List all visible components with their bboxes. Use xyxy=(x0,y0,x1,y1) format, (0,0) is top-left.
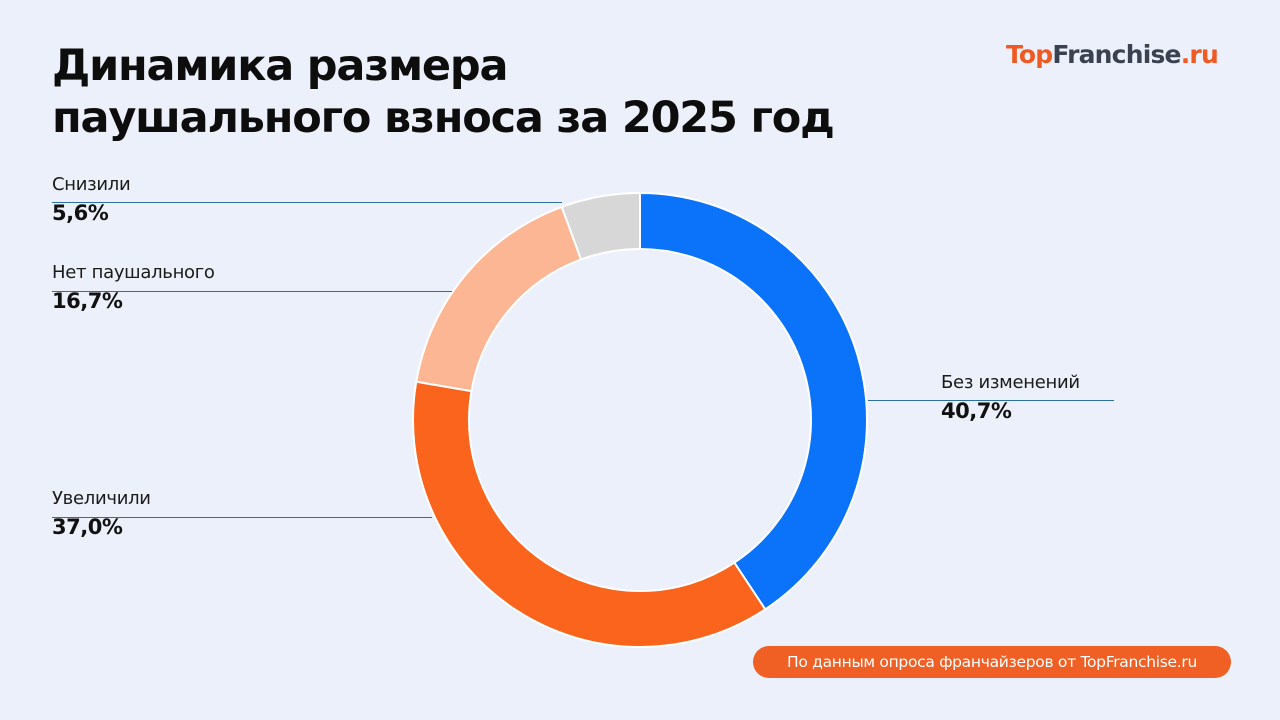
segment-no-fee xyxy=(415,205,583,393)
label-no-change: Без изменений 40,7% xyxy=(941,372,1080,424)
label-value: 5,6% xyxy=(52,201,109,225)
label-name: Снизили xyxy=(52,174,131,195)
label-name: Без изменений xyxy=(941,372,1080,393)
chart-title-line-2: паушального взноса за 2025 год xyxy=(52,93,835,143)
label-name: Увеличили xyxy=(52,488,151,509)
topfranchise-logo: TopFranchise.ru xyxy=(1006,40,1219,69)
segment-increased xyxy=(412,380,767,648)
leader-line-no-change xyxy=(868,400,1114,401)
chart-title: Динамика размера паушального взноса за 2… xyxy=(52,40,835,144)
chart-title-line-1: Динамика размера xyxy=(52,41,508,91)
label-value: 37,0% xyxy=(52,515,123,539)
leader-line-increased xyxy=(52,517,432,518)
segment-decreased xyxy=(560,191,641,261)
label-value: 40,7% xyxy=(941,399,1012,423)
source-badge: По данным опроса франчайзеров от TopFran… xyxy=(753,646,1231,678)
label-value: 16,7% xyxy=(52,289,123,313)
label-no-fee: Нет паушального 16,7% xyxy=(52,262,215,314)
donut-segments xyxy=(412,191,868,648)
label-name: Нет паушального xyxy=(52,262,215,283)
segment-no-change xyxy=(639,191,868,611)
leader-line-no-fee xyxy=(52,291,452,292)
leader-line-decreased xyxy=(52,202,562,203)
label-increased: Увеличили 37,0% xyxy=(52,488,151,540)
label-decreased: Снизили 5,6% xyxy=(52,174,131,226)
